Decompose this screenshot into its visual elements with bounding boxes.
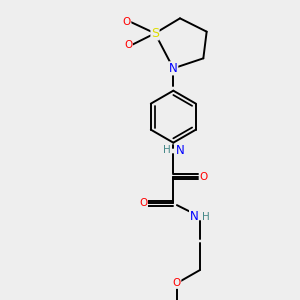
Text: N: N [190,210,198,223]
Text: O: O [124,40,133,50]
Text: H: H [163,145,171,155]
Text: N: N [169,62,178,75]
Text: O: O [139,198,148,208]
Text: O: O [199,172,208,182]
Text: N: N [176,143,185,157]
Text: O: O [122,17,131,27]
Text: H: H [202,212,209,222]
Text: O: O [172,278,181,288]
Text: S: S [151,27,159,40]
